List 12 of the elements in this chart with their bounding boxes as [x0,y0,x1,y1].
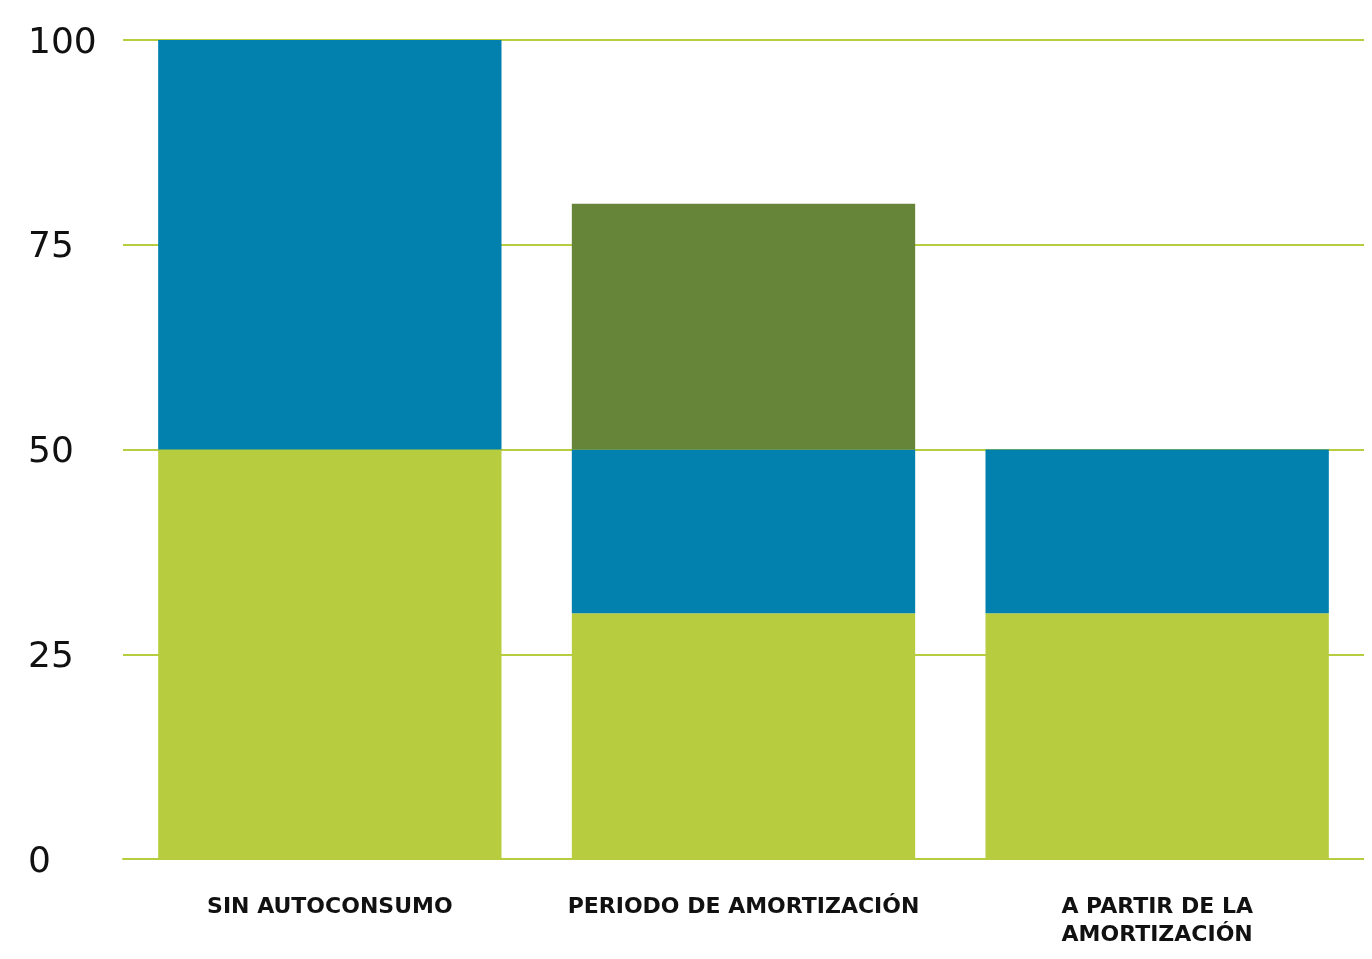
y-tick-label: 0 [28,838,51,880]
bar [985,449,1329,614]
y-tick-label: 100 [28,19,97,61]
bar [571,203,916,450]
bar [571,449,916,614]
y-tick-label: 50 [28,429,74,470]
y-tick-label: 25 [28,633,74,675]
bar [158,40,502,450]
x-tick-label: SIN AUTOCONSUMO [207,892,453,918]
x-tick-label: A PARTIR DE LA AMORTIZACIÓN [1061,892,1253,946]
y-tick-label: 75 [28,224,74,266]
x-tick-label: PERIODO DE AMORTIZACIÓN [567,892,920,918]
